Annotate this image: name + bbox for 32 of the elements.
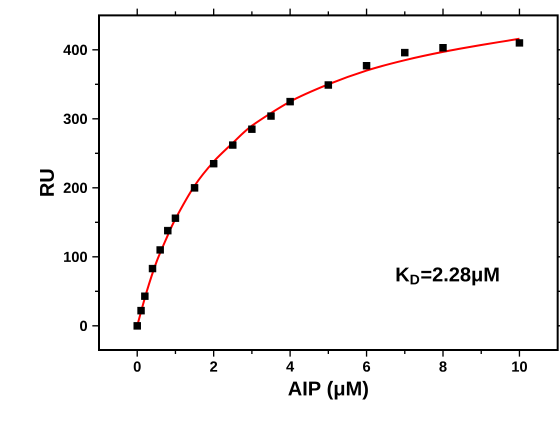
point bbox=[141, 292, 149, 300]
x-tick-label: 0 bbox=[134, 361, 141, 372]
x-axis-title: AIP (μM) bbox=[288, 380, 368, 400]
point bbox=[248, 125, 256, 133]
y-tick-label: 100 bbox=[64, 252, 88, 262]
point bbox=[148, 264, 156, 272]
x-tick-label: 6 bbox=[363, 361, 370, 372]
point bbox=[229, 141, 237, 149]
point bbox=[362, 62, 370, 70]
y-tick-label: 400 bbox=[63, 44, 88, 56]
x-tick-label: 2 bbox=[210, 361, 218, 372]
point bbox=[286, 98, 294, 106]
point bbox=[172, 214, 180, 222]
point bbox=[133, 322, 141, 330]
y-tick-label: 0 bbox=[80, 320, 88, 332]
point bbox=[190, 184, 198, 192]
point bbox=[324, 81, 332, 89]
point bbox=[137, 306, 145, 314]
x-tick-label: 8 bbox=[439, 361, 447, 372]
point bbox=[210, 160, 218, 168]
point bbox=[516, 39, 524, 47]
point bbox=[164, 226, 172, 234]
x-tick-label: 10 bbox=[512, 361, 527, 372]
point bbox=[439, 44, 447, 52]
point bbox=[401, 48, 409, 56]
x-tick-label: 4 bbox=[286, 361, 294, 372]
y-tick-label: 300 bbox=[63, 114, 88, 124]
point bbox=[267, 112, 275, 120]
y-tick-label: 200 bbox=[64, 182, 88, 194]
point bbox=[156, 246, 164, 254]
annotation: K$_{D}$=2.28μM bbox=[396, 267, 499, 286]
y-axis-title: RU bbox=[40, 169, 54, 196]
